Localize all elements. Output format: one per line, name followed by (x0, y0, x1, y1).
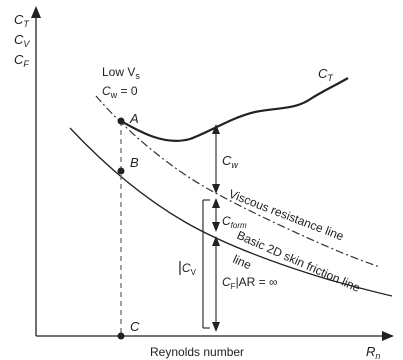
ct-curve-label: CT (318, 66, 334, 83)
cw-arrow-head-bottom (212, 184, 220, 194)
point-c-marker (117, 332, 125, 340)
cform-label: Cform (222, 214, 247, 230)
cv-label: |CV (178, 259, 197, 277)
y-axis-arrowhead (31, 6, 41, 18)
cf-arrow-head-top (212, 236, 220, 246)
cform-arrow-head-top (212, 198, 220, 208)
cw-arrow-head-top (212, 124, 220, 134)
y-axis-label-ct: CT (14, 12, 30, 29)
viscous-resistance-line (95, 95, 381, 268)
point-a-label: A (129, 111, 139, 126)
point-b-label: B (130, 155, 139, 170)
x-axis-end-label: Rn (366, 344, 380, 360)
point-a-marker (117, 117, 125, 125)
skin-friction-line-label-cont: line (231, 252, 254, 273)
point-b-marker (117, 167, 125, 175)
cform-arrow-head-bottom (212, 222, 220, 232)
x-axis-label: Reynolds number (150, 345, 244, 359)
x-axis-arrowhead (382, 331, 394, 341)
cf-label: CF|AR = ∞ (222, 275, 278, 291)
cw-label: Cw (222, 153, 238, 170)
ct-curve (120, 77, 349, 142)
skin-friction-line (69, 127, 393, 297)
cf-arrow-head-bottom (212, 322, 220, 332)
y-axis-label-cf: CF (14, 52, 29, 69)
y-axis-label-cv: CV (14, 32, 30, 49)
point-c-label: C (130, 319, 140, 334)
cw-zero-label: Cw = 0 (102, 84, 138, 100)
low-vs-label: Low Vs (102, 65, 140, 81)
